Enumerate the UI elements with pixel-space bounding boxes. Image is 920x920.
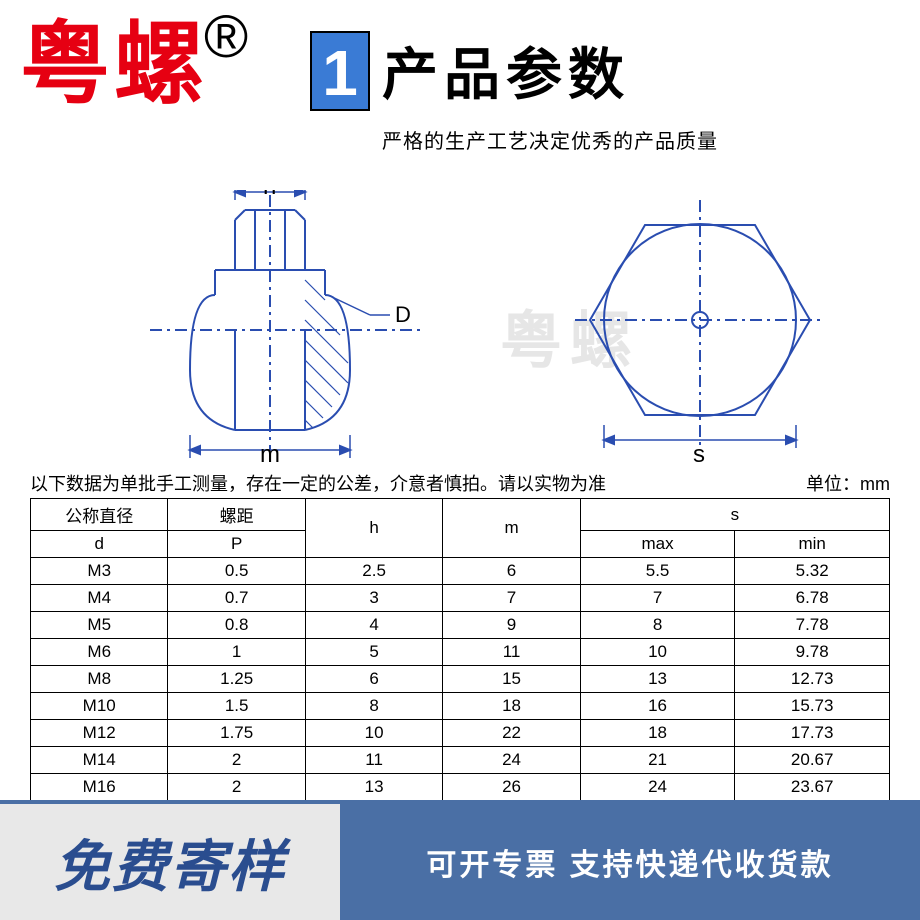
table-cell: 0.7 [168, 585, 305, 612]
col-header: 螺距 [168, 499, 305, 531]
table-cell: 23.67 [735, 774, 890, 801]
table-cell: 0.8 [168, 612, 305, 639]
table-cell: 11 [443, 639, 580, 666]
table-cell: 18 [443, 693, 580, 720]
table-cell: 1 [168, 639, 305, 666]
table-cell: 8 [580, 612, 735, 639]
page-title: 产品参数 [382, 30, 630, 111]
table-cell: 15.73 [735, 693, 890, 720]
note-unit: 单位：mm [806, 470, 890, 496]
table-cell: 7 [443, 585, 580, 612]
brand-name: 粤螺 [20, 20, 208, 110]
table-cell: M5 [31, 612, 168, 639]
col-subheader: min [735, 531, 890, 558]
table-cell: 13 [305, 774, 442, 801]
table-cell: 10 [305, 720, 442, 747]
table-cell: 24 [443, 747, 580, 774]
table-cell: 17.73 [735, 720, 890, 747]
table-cell: M3 [31, 558, 168, 585]
table-cell: 6.78 [735, 585, 890, 612]
table-cell: 7 [580, 585, 735, 612]
table-cell: 13 [580, 666, 735, 693]
page-subtitle: 严格的生产工艺决定优秀的产品质量 [382, 125, 718, 154]
table-cell: 24 [580, 774, 735, 801]
table-cell: 9.78 [735, 639, 890, 666]
table-cell: 22 [443, 720, 580, 747]
table-cell: 4 [305, 612, 442, 639]
table-row: M14211242120.67 [31, 747, 890, 774]
dim-label-h: h [263, 190, 276, 200]
table-row: M121.7510221817.73 [31, 720, 890, 747]
registered-icon: ® [204, 2, 248, 71]
spec-table: 公称直径螺距hmsdPmaxminM30.52.565.55.32M40.737… [30, 498, 890, 801]
dim-label-m: m [260, 441, 280, 468]
table-cell: 11 [305, 747, 442, 774]
col-header: 公称直径 [31, 499, 168, 531]
table-cell: 3 [305, 585, 442, 612]
col-subheader: P [168, 531, 305, 558]
brand-logo: 粤螺 ® [20, 20, 252, 110]
table-cell: 2 [168, 774, 305, 801]
table-cell: 5.32 [735, 558, 890, 585]
col-subheader: d [31, 531, 168, 558]
table-cell: 2.5 [305, 558, 442, 585]
table-row: M40.73776.78 [31, 585, 890, 612]
table-note: 以下数据为单批手工测量，存在一定的公差，介意者慎拍。请以实物为准 单位：mm [30, 470, 890, 496]
table-row: M101.58181615.73 [31, 693, 890, 720]
footer-banner: 免费寄样 可开专票 支持快递代收货款 [0, 800, 920, 920]
col-header: m [443, 499, 580, 558]
table-cell: 6 [305, 666, 442, 693]
title-number-badge: 1 [310, 31, 370, 111]
table-cell: M8 [31, 666, 168, 693]
table-cell: 0.5 [168, 558, 305, 585]
col-header: s [580, 499, 889, 531]
table-cell: 2 [168, 747, 305, 774]
table-cell: 1.75 [168, 720, 305, 747]
table-cell: M16 [31, 774, 168, 801]
dim-label-D: D [395, 302, 411, 327]
table-cell: M12 [31, 720, 168, 747]
table-cell: M4 [31, 585, 168, 612]
col-subheader: max [580, 531, 735, 558]
table-row: M16213262423.67 [31, 774, 890, 801]
title-block: 1 产品参数 严格的生产工艺决定优秀的产品质量 [310, 30, 718, 154]
table-row: M30.52.565.55.32 [31, 558, 890, 585]
table-cell: 21 [580, 747, 735, 774]
table-cell: M14 [31, 747, 168, 774]
table-cell: 12.73 [735, 666, 890, 693]
table-cell: 5.5 [580, 558, 735, 585]
table-cell: 1.25 [168, 666, 305, 693]
table-cell: 6 [443, 558, 580, 585]
table-cell: 26 [443, 774, 580, 801]
table-cell: 18 [580, 720, 735, 747]
table-cell: 1.5 [168, 693, 305, 720]
table-row: M81.256151312.73 [31, 666, 890, 693]
table-cell: 9 [443, 612, 580, 639]
table-cell: M6 [31, 639, 168, 666]
table-cell: 16 [580, 693, 735, 720]
table-row: M61511109.78 [31, 639, 890, 666]
table-cell: M10 [31, 693, 168, 720]
footer-free-sample: 免费寄样 [0, 804, 340, 920]
dim-label-s: s [693, 441, 705, 468]
table-cell: 15 [443, 666, 580, 693]
table-cell: 8 [305, 693, 442, 720]
table-cell: 10 [580, 639, 735, 666]
footer-services: 可开专票 支持快递代收货款 [340, 804, 920, 920]
technical-diagram: h m D s [0, 190, 920, 470]
note-left: 以下数据为单批手工测量，存在一定的公差，介意者慎拍。请以实物为准 [30, 470, 606, 496]
table-cell: 5 [305, 639, 442, 666]
col-header: h [305, 499, 442, 558]
table-cell: 7.78 [735, 612, 890, 639]
table-cell: 20.67 [735, 747, 890, 774]
table-row: M50.84987.78 [31, 612, 890, 639]
